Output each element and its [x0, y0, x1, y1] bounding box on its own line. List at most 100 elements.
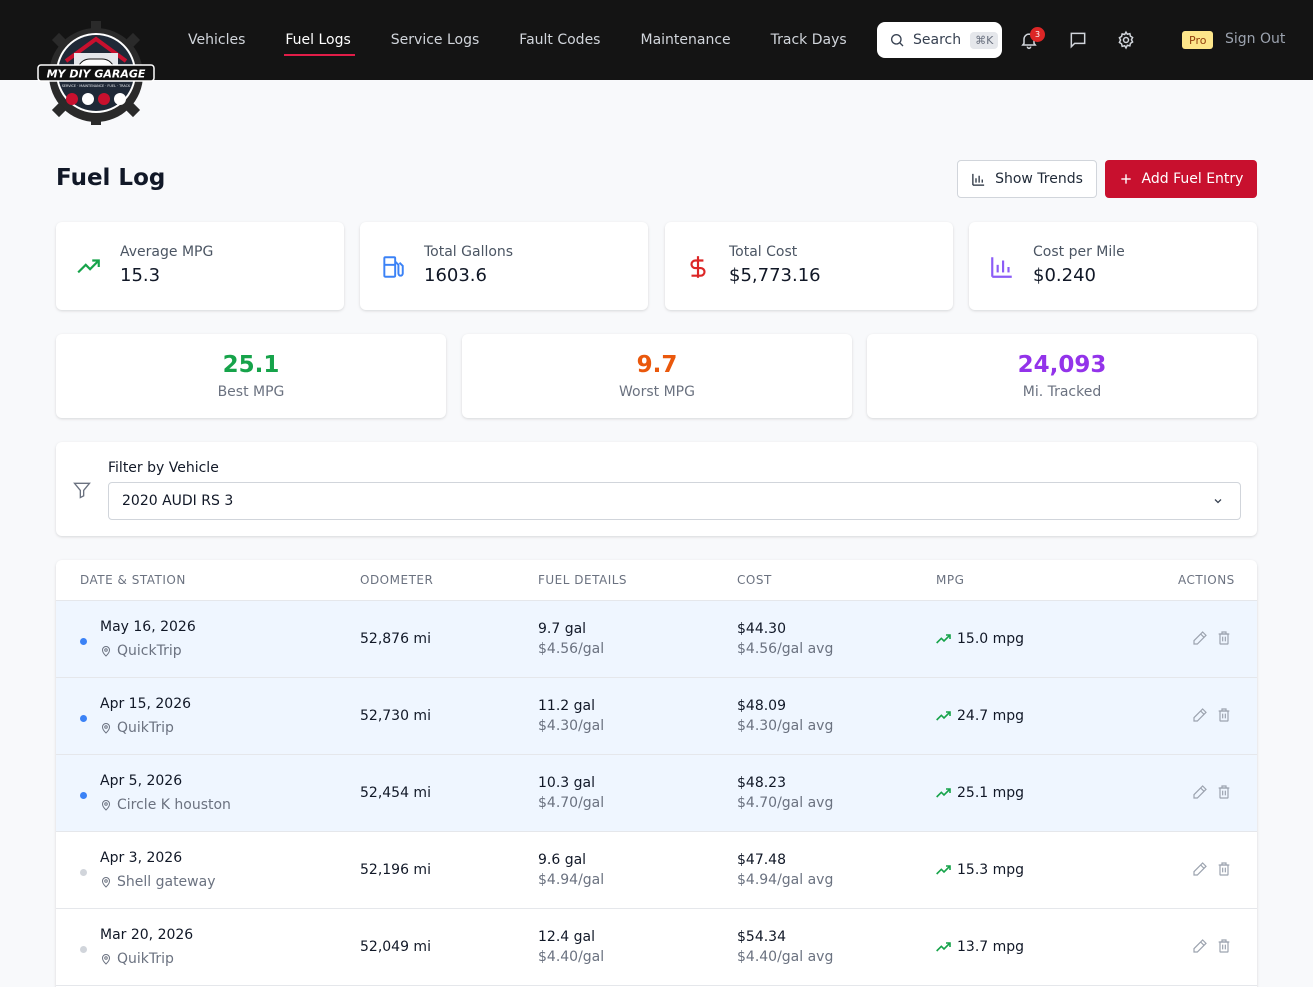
row-date: Mar 20, 2026	[100, 927, 194, 943]
trending-up-icon	[936, 865, 951, 875]
row-station: QuikTrip	[100, 951, 174, 967]
row-mpg: 13.7 mpg	[936, 939, 1024, 955]
nav-maintenance[interactable]: Maintenance	[640, 32, 731, 48]
trash-icon	[1218, 631, 1230, 645]
edit-entry-button[interactable]	[1192, 784, 1208, 804]
status-dot	[80, 792, 87, 799]
row-mpg: 15.0 mpg	[936, 631, 1024, 647]
map-pin-icon	[101, 800, 111, 811]
row-station-name: Shell gateway	[117, 874, 216, 890]
nav-vehicles[interactable]: Vehicles	[188, 32, 246, 48]
add-fuel-entry-label: Add Fuel Entry	[1141, 171, 1244, 187]
edit-entry-button[interactable]	[1192, 938, 1208, 958]
row-date: Apr 3, 2026	[100, 850, 183, 866]
row-gallons: 9.7 gal	[538, 621, 587, 637]
delete-entry-button[interactable]	[1216, 630, 1232, 650]
row-mpg-value: 24.7 mpg	[957, 708, 1025, 724]
trending-up-icon	[77, 259, 100, 274]
miles-tracked-card: 24,093 Mi. Tracked	[867, 334, 1257, 418]
garage-logo-icon: MY DIY GARAGE SERVICE · MAINTENANCE · FU…	[37, 21, 155, 125]
pro-plan-badge: Pro	[1182, 31, 1214, 49]
column-header-date-station[interactable]: DATE & STATION	[80, 573, 186, 587]
row-mpg-value: 15.3 mpg	[957, 862, 1025, 878]
column-header-fuel-details[interactable]: FUEL DETAILS	[538, 573, 628, 587]
row-mpg-value: 15.0 mpg	[957, 631, 1025, 647]
pencil-icon	[1193, 939, 1207, 953]
trending-up-icon	[936, 634, 951, 644]
delete-entry-button[interactable]	[1216, 707, 1232, 727]
status-dot	[80, 638, 87, 645]
row-date: May 16, 2026	[100, 619, 196, 635]
filter-label: Filter by Vehicle	[108, 460, 219, 476]
pencil-icon	[1193, 708, 1207, 722]
column-header-cost[interactable]: COST	[737, 573, 772, 587]
row-odometer: 52,196 mi	[360, 862, 431, 878]
row-price-per-gallon: $4.70/gal	[538, 795, 605, 811]
table-row[interactable]: Apr 5, 2026 Circle K houston 52,454 mi 10.3…	[56, 755, 1257, 832]
miles-tracked-label: Mi. Tracked	[1022, 384, 1102, 400]
status-dot	[80, 946, 87, 953]
edit-entry-button[interactable]	[1192, 630, 1208, 650]
stat-value: $5,773.16	[729, 265, 821, 286]
page-title: Fuel Log	[56, 165, 166, 191]
stat-label: Cost per Mile	[1033, 244, 1125, 260]
table-row[interactable]: May 16, 2026 QuickTrip 52,876 mi 9.7 gal $4.…	[56, 601, 1257, 678]
column-header-odometer[interactable]: ODOMETER	[360, 573, 434, 587]
row-avg-price: $4.94/gal avg	[737, 872, 834, 888]
nav-service-logs[interactable]: Service Logs	[390, 32, 480, 48]
status-dot	[80, 715, 87, 722]
row-mpg: 25.1 mpg	[936, 785, 1024, 801]
app-logo[interactable]: MY DIY GARAGE SERVICE · MAINTENANCE · FU…	[36, 17, 156, 125]
row-gallons: 12.4 gal	[538, 929, 595, 945]
map-pin-icon	[101, 954, 111, 965]
show-trends-button[interactable]: Show Trends	[957, 160, 1097, 198]
nav-fuel-logs[interactable]: Fuel Logs	[284, 32, 356, 56]
row-station: QuickTrip	[100, 643, 182, 659]
row-price-per-gallon: $4.94/gal	[538, 872, 605, 888]
delete-entry-button[interactable]	[1216, 938, 1232, 958]
edit-entry-button[interactable]	[1192, 707, 1208, 727]
top-navbar: Vehicles Fuel Logs Service Logs Fault Co…	[0, 0, 1313, 80]
status-dot	[80, 869, 87, 876]
row-station: QuikTrip	[100, 720, 174, 736]
vehicle-filter-panel: Filter by Vehicle 2020 AUDI RS 3	[56, 442, 1257, 536]
column-header-mpg[interactable]: MPG	[936, 573, 965, 587]
messages-button[interactable]	[1067, 28, 1089, 52]
search-button[interactable]: Search ⌘K	[877, 22, 1002, 58]
nav-track-days[interactable]: Track Days	[770, 32, 847, 48]
row-mpg: 24.7 mpg	[936, 708, 1024, 724]
nav-fault-codes[interactable]: Fault Codes	[519, 32, 601, 48]
delete-entry-button[interactable]	[1216, 861, 1232, 881]
table-row[interactable]: Apr 3, 2026 Shell gateway 52,196 mi 9.6 gal…	[56, 832, 1257, 909]
row-odometer: 52,730 mi	[360, 708, 431, 724]
row-date: Apr 5, 2026	[100, 773, 183, 789]
row-odometer: 52,049 mi	[360, 939, 431, 955]
logo-text: MY DIY GARAGE	[47, 68, 146, 81]
stat-value: 1603.6	[424, 265, 487, 286]
stat-card-cost-per-mile: Cost per Mile $0.240	[969, 222, 1257, 310]
trash-icon	[1218, 939, 1230, 953]
row-mpg: 15.3 mpg	[936, 862, 1024, 878]
add-fuel-entry-button[interactable]: Add Fuel Entry	[1105, 160, 1257, 198]
row-cost: $47.48	[737, 852, 786, 868]
best-mpg-label: Best MPG	[217, 384, 285, 400]
vehicle-select[interactable]: 2020 AUDI RS 3	[108, 482, 1241, 520]
edit-entry-button[interactable]	[1192, 861, 1208, 881]
row-cost: $44.30	[737, 621, 786, 637]
settings-button[interactable]	[1115, 28, 1137, 52]
row-gallons: 11.2 gal	[538, 698, 595, 714]
sign-out-link[interactable]: Sign Out	[1225, 31, 1286, 47]
table-row[interactable]: Mar 20, 2026 QuikTrip 52,049 mi 12.4 gal $4.…	[56, 909, 1257, 986]
message-icon	[1070, 32, 1086, 49]
row-cost: $54.34	[737, 929, 786, 945]
chevron-down-icon	[1214, 499, 1222, 504]
search-icon	[891, 34, 904, 47]
table-row[interactable]: Apr 15, 2026 QuikTrip 52,730 mi 11.2 gal $4.…	[56, 678, 1257, 755]
fuel-log-table: DATE & STATION ODOMETER FUEL DETAILS COS…	[56, 560, 1257, 987]
plus-icon	[1120, 174, 1131, 184]
stat-card-total-cost: Total Cost $5,773.16	[665, 222, 953, 310]
row-station: Circle K houston	[100, 797, 231, 813]
row-odometer: 52,876 mi	[360, 631, 431, 647]
row-gallons: 10.3 gal	[538, 775, 595, 791]
delete-entry-button[interactable]	[1216, 784, 1232, 804]
